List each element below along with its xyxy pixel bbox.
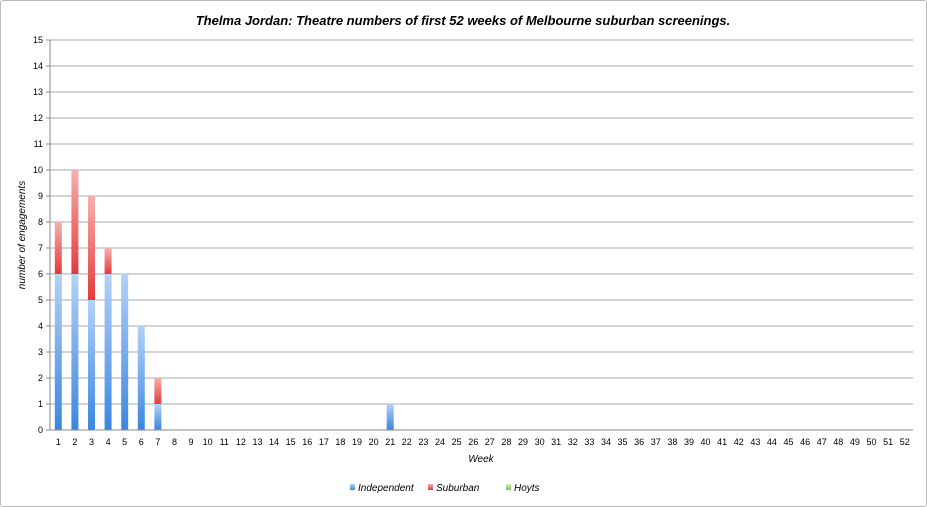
x-tick-label: 22	[402, 437, 412, 447]
x-tick-label: 45	[784, 437, 794, 447]
x-tick-label: 11	[220, 437, 229, 447]
x-tick-label: 28	[501, 437, 511, 447]
legend-swatch-suburban	[428, 484, 433, 490]
x-tick-label: 52	[900, 437, 910, 447]
bar-suburban-week-1	[54, 222, 62, 274]
bar-independent-week-21	[386, 404, 394, 430]
x-tick-label: 21	[385, 437, 395, 447]
x-tick-label: 27	[485, 437, 495, 447]
x-tick-label: 37	[651, 437, 661, 447]
bar-independent-week-3	[87, 300, 95, 430]
chart-title: Thelma Jordan: Theatre numbers of first …	[196, 13, 731, 28]
x-tick-label: 7	[155, 437, 160, 447]
x-tick-label: 42	[734, 437, 744, 447]
x-tick-label: 51	[883, 437, 893, 447]
x-tick-label: 13	[252, 437, 262, 447]
legend-label-independent: Independent	[358, 483, 415, 494]
x-tick-label: 4	[106, 437, 111, 447]
x-tick-label: 16	[302, 437, 312, 447]
bars	[54, 170, 394, 430]
y-tick-label: 0	[38, 425, 43, 435]
y-tick-label: 15	[33, 35, 43, 45]
bar-independent-week-5	[121, 274, 129, 430]
x-tick-label: 36	[634, 437, 644, 447]
x-tick-label: 39	[684, 437, 694, 447]
y-tick-label: 13	[33, 87, 43, 97]
y-tick-label: 5	[38, 295, 43, 305]
bar-suburban-week-7	[154, 378, 162, 404]
x-tick-label: 32	[568, 437, 578, 447]
x-tick-label: 30	[535, 437, 545, 447]
bar-independent-week-2	[71, 274, 79, 430]
x-tick-label: 48	[833, 437, 843, 447]
x-tick-label: 34	[601, 437, 611, 447]
x-tick-label: 47	[817, 437, 827, 447]
y-tick-label: 1	[38, 399, 43, 409]
y-tick-label: 4	[38, 321, 43, 331]
x-tick-label: 18	[335, 437, 345, 447]
x-tick-label: 17	[319, 437, 329, 447]
x-tick-label: 46	[800, 437, 810, 447]
gridlines	[50, 39, 913, 405]
x-tick-label: 10	[203, 437, 213, 447]
x-tick-label: 23	[418, 437, 428, 447]
y-tick-label: 8	[38, 217, 43, 227]
x-tick-label: 38	[667, 437, 677, 447]
x-tick-label: 49	[850, 437, 860, 447]
bar-independent-week-7	[154, 404, 162, 430]
legend-label-suburban: Suburban	[436, 483, 480, 494]
y-tick-label: 7	[38, 243, 43, 253]
y-tick-label: 11	[34, 139, 43, 149]
y-tick-label: 12	[33, 113, 43, 123]
x-tick-label: 6	[139, 437, 144, 447]
x-tick-label: 26	[468, 437, 478, 447]
x-tick-label: 50	[867, 437, 877, 447]
x-tick-label: 12	[236, 437, 246, 447]
x-tick-label: 8	[172, 437, 177, 447]
x-tick-label: 14	[269, 437, 279, 447]
x-tick-label: 29	[518, 437, 528, 447]
x-tick-label: 35	[618, 437, 628, 447]
legend-swatch-independent	[350, 484, 355, 490]
y-tick-label: 10	[33, 165, 43, 175]
x-tick-label: 33	[584, 437, 594, 447]
bar-independent-week-1	[54, 274, 62, 430]
x-tick-label: 19	[352, 437, 362, 447]
bar-independent-week-4	[104, 274, 112, 430]
x-tick-label: 3	[89, 437, 94, 447]
y-axis-title: number of engagements	[17, 181, 28, 289]
x-tick-label: 5	[122, 437, 127, 447]
x-tick-label: 44	[767, 437, 777, 447]
x-tick-label: 20	[369, 437, 379, 447]
bar-suburban-week-4	[104, 248, 112, 274]
x-tick-label: 2	[72, 437, 77, 447]
x-tick-label: 41	[717, 437, 727, 447]
x-tick-label: 40	[701, 437, 711, 447]
x-tick-label: 1	[56, 437, 61, 447]
x-axis-ticks: 1 2 3 4 5 6 7 8 9 10 11 12 13 14 15 16 17 18 19 20 21 22 23 24 2…	[56, 437, 910, 447]
x-tick-label: 31	[551, 437, 561, 447]
x-tick-label: 9	[189, 437, 194, 447]
x-tick-label: 43	[750, 437, 760, 447]
legend-swatch-hoyts	[506, 484, 511, 490]
x-axis-title: Week	[468, 454, 494, 465]
x-tick-label: 25	[452, 437, 462, 447]
y-tick-label: 14	[33, 61, 43, 71]
bar-independent-week-6	[137, 326, 145, 430]
y-tick-label: 9	[38, 191, 43, 201]
bar-suburban-week-2	[71, 170, 79, 274]
legend: Independent Suburban Hoyts	[350, 483, 540, 494]
x-tick-label: 15	[286, 437, 296, 447]
x-tick-label: 24	[435, 437, 445, 447]
legend-label-hoyts: Hoyts	[514, 483, 540, 494]
y-tick-label: 3	[38, 347, 43, 357]
bar-suburban-week-3	[87, 196, 95, 300]
y-tick-label: 2	[38, 373, 43, 383]
y-tick-label: 6	[38, 269, 43, 279]
